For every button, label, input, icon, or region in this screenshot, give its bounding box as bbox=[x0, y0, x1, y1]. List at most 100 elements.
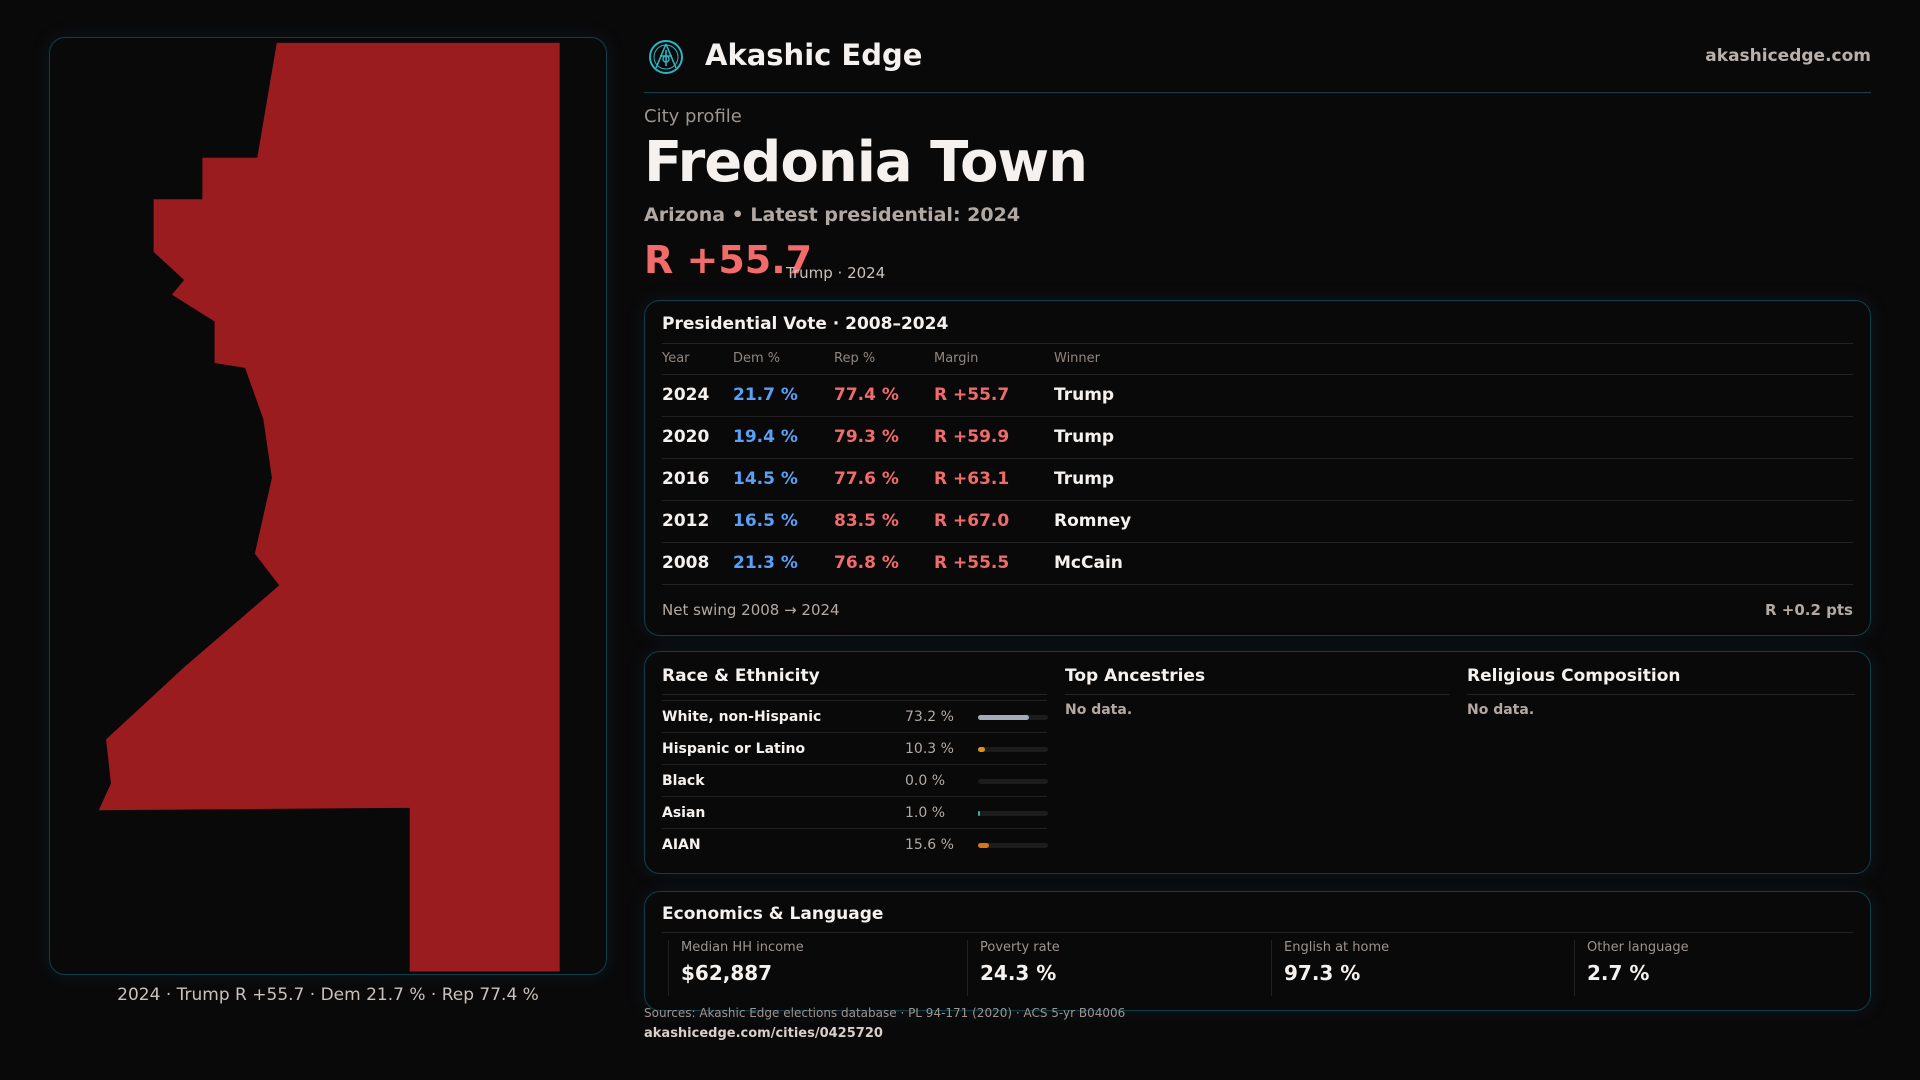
city-boundary-shape bbox=[98, 42, 560, 972]
margin-cell: R +55.7 bbox=[934, 385, 1010, 405]
page-kicker: City profile bbox=[644, 106, 742, 127]
rep-pct-cell: 77.6 % bbox=[834, 469, 899, 489]
header-divider bbox=[644, 92, 1871, 93]
column-header-margin: Margin bbox=[934, 351, 979, 366]
site-link[interactable]: akashicedge.com bbox=[1705, 46, 1871, 66]
city-boundary-map bbox=[98, 42, 560, 972]
winner-cell: McCain bbox=[1054, 553, 1123, 573]
race-label: White, non-Hispanic bbox=[662, 709, 822, 725]
rep-pct-cell: 76.8 % bbox=[834, 553, 899, 573]
rep-pct-cell: 83.5 % bbox=[834, 511, 899, 531]
year-cell: 2008 bbox=[662, 553, 710, 573]
ancestries-title: Top Ancestries bbox=[1065, 666, 1206, 686]
winner-cell: Trump bbox=[1054, 469, 1115, 489]
race-bar-fill bbox=[978, 747, 986, 752]
margin-cell: R +63.1 bbox=[934, 469, 1010, 489]
stat-value: 97.3 % bbox=[1284, 961, 1361, 985]
vote-row: 2020 19.4 % 79.3 % R +59.9 Trump bbox=[662, 416, 1853, 458]
dem-pct-cell: 14.5 % bbox=[733, 469, 798, 489]
race-bar-track bbox=[978, 843, 1048, 848]
race-row: White, non-Hispanic 73.2 % bbox=[662, 700, 1048, 732]
column-header-dem: Dem % bbox=[733, 351, 781, 366]
stat-other-language: Other language 2.7 % bbox=[1574, 940, 1689, 996]
divider bbox=[662, 694, 1047, 695]
year-cell: 2024 bbox=[662, 385, 710, 405]
map-caption: 2024 · Trump R +55.7 · Dem 21.7 % · Rep … bbox=[117, 985, 539, 1005]
margin-cell: R +55.5 bbox=[934, 553, 1010, 573]
divider bbox=[662, 932, 1853, 933]
divider bbox=[1065, 694, 1450, 695]
stat-english-home: English at home 97.3 % bbox=[1271, 940, 1389, 996]
dem-pct-cell: 19.4 % bbox=[733, 427, 798, 447]
race-title: Race & Ethnicity bbox=[662, 666, 820, 686]
stat-poverty-rate: Poverty rate 24.3 % bbox=[967, 940, 1060, 996]
econ-title: Economics & Language bbox=[662, 904, 884, 924]
sources-note: Sources: Akashic Edge elections database… bbox=[644, 1006, 1126, 1020]
winner-cell: Trump bbox=[1054, 385, 1115, 405]
race-bar-track bbox=[978, 715, 1048, 720]
race-row: Black 0.0 % bbox=[662, 764, 1048, 796]
winner-cell: Romney bbox=[1054, 511, 1132, 531]
dem-pct-cell: 21.7 % bbox=[733, 385, 798, 405]
economics-panel: Economics & Language Median HH income $62… bbox=[644, 891, 1871, 1011]
stat-label: Poverty rate bbox=[980, 940, 1060, 955]
year-cell: 2012 bbox=[662, 511, 710, 531]
stat-label: Median HH income bbox=[681, 940, 804, 955]
race-label: Hispanic or Latino bbox=[662, 741, 806, 757]
race-bar-track bbox=[978, 747, 1048, 752]
race-pct: 15.6 % bbox=[905, 837, 954, 853]
race-row: Asian 1.0 % bbox=[662, 796, 1048, 828]
stat-value: 2.7 % bbox=[1587, 961, 1650, 985]
vote-row: 2012 16.5 % 83.5 % R +67.0 Romney bbox=[662, 500, 1853, 542]
column-header-winner: Winner bbox=[1054, 351, 1101, 366]
dem-pct-cell: 21.3 % bbox=[733, 553, 798, 573]
page-subtitle: Arizona • Latest presidential: 2024 bbox=[644, 204, 1021, 226]
brand-name: Akashic Edge bbox=[705, 38, 923, 72]
divider bbox=[662, 584, 1853, 585]
demographics-panel: Race & Ethnicity White, non-Hispanic 73.2… bbox=[644, 651, 1871, 874]
column-header-rep: Rep % bbox=[834, 351, 876, 366]
net-swing-value: R +0.2 pts bbox=[1765, 601, 1853, 619]
divider bbox=[1467, 694, 1855, 695]
vote-row: 2016 14.5 % 77.6 % R +63.1 Trump bbox=[662, 458, 1853, 500]
ancestries-empty: No data. bbox=[1065, 702, 1133, 718]
year-cell: 2016 bbox=[662, 469, 710, 489]
race-bar-fill bbox=[978, 811, 980, 816]
column-header-year: Year bbox=[662, 351, 690, 366]
vote-row: 2024 21.7 % 77.4 % R +55.7 Trump bbox=[662, 374, 1853, 416]
religion-empty: No data. bbox=[1467, 702, 1535, 718]
race-bar-track bbox=[978, 811, 1048, 816]
akashic-emblem-icon bbox=[649, 40, 683, 74]
dem-pct-cell: 16.5 % bbox=[733, 511, 798, 531]
race-pct: 73.2 % bbox=[905, 709, 954, 725]
race-label: AIAN bbox=[662, 837, 701, 853]
stat-label: Other language bbox=[1587, 940, 1689, 955]
map-panel bbox=[49, 37, 607, 975]
latest-margin-note: Trump · 2024 bbox=[786, 264, 886, 282]
panel-title: Presidential Vote · 2008–2024 bbox=[662, 314, 949, 334]
page-title: Fredonia Town bbox=[644, 130, 1088, 195]
race-bar-track bbox=[978, 779, 1048, 784]
race-pct: 1.0 % bbox=[905, 805, 946, 821]
stat-median-income: Median HH income $62,887 bbox=[668, 940, 804, 996]
race-bar-fill bbox=[978, 715, 1030, 720]
race-row: AIAN 15.6 % bbox=[662, 828, 1048, 860]
race-pct: 10.3 % bbox=[905, 741, 954, 757]
margin-cell: R +67.0 bbox=[934, 511, 1010, 531]
page-url[interactable]: akashicedge.com/cities/0425720 bbox=[644, 1026, 883, 1041]
stat-value: $62,887 bbox=[681, 961, 773, 985]
rep-pct-cell: 77.4 % bbox=[834, 385, 899, 405]
presidential-vote-panel: Presidential Vote · 2008–2024 Year Dem %… bbox=[644, 300, 1871, 636]
race-row: Hispanic or Latino 10.3 % bbox=[662, 732, 1048, 764]
rep-pct-cell: 79.3 % bbox=[834, 427, 899, 447]
race-bar-fill bbox=[978, 843, 989, 848]
race-label: Asian bbox=[662, 805, 706, 821]
stat-value: 24.3 % bbox=[980, 961, 1057, 985]
latest-margin: R +55.7 bbox=[644, 238, 813, 282]
stat-label: English at home bbox=[1284, 940, 1390, 955]
race-label: Black bbox=[662, 773, 705, 789]
net-swing-label: Net swing 2008 → 2024 bbox=[662, 601, 840, 619]
race-pct: 0.0 % bbox=[905, 773, 946, 789]
divider bbox=[662, 343, 1853, 344]
religion-title: Religious Composition bbox=[1467, 666, 1681, 686]
